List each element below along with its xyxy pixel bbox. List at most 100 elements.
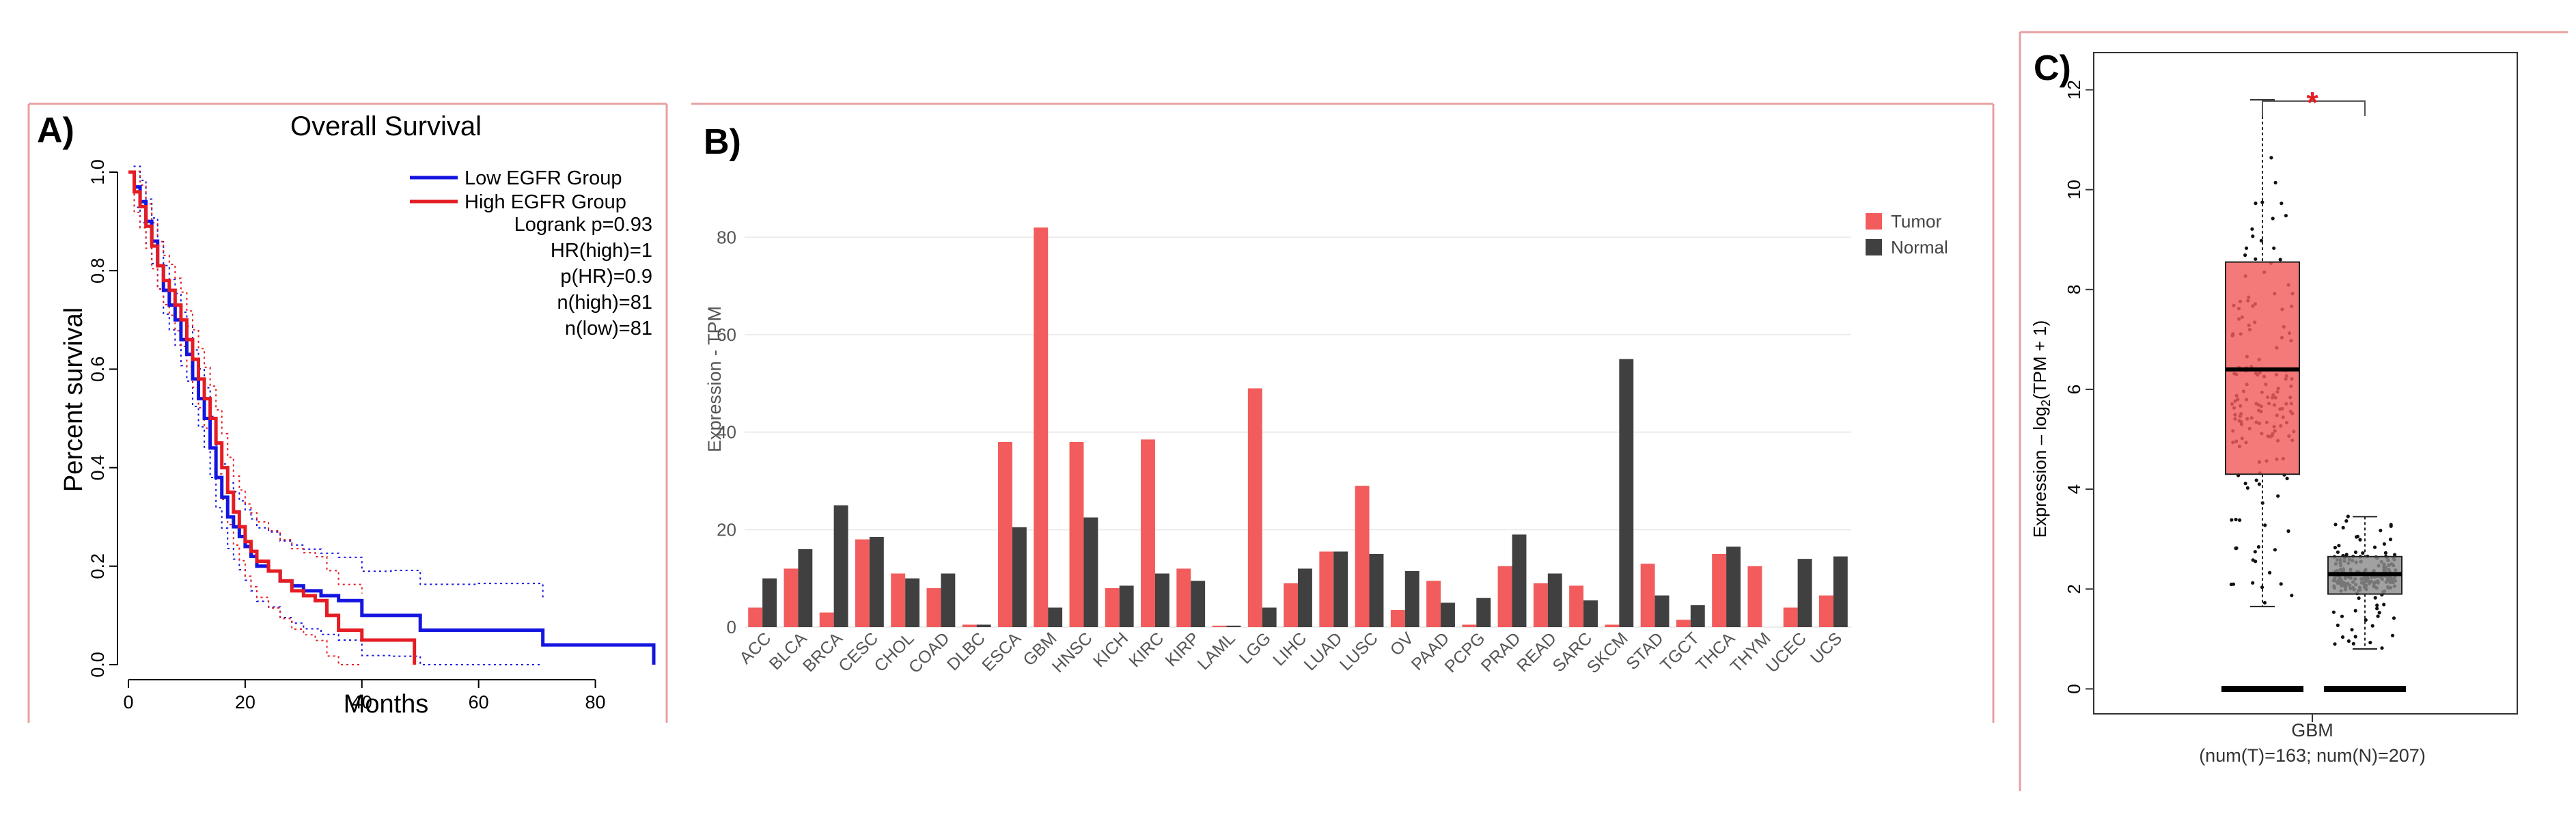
jitter-point xyxy=(2280,202,2284,206)
jitter-point xyxy=(2254,559,2258,564)
jitter-point xyxy=(2390,633,2395,638)
jitter-point xyxy=(2230,518,2234,522)
bar-ov-normal xyxy=(1404,570,1419,627)
bar-kirc-tumor xyxy=(1141,439,1155,627)
survival-x-tick-label: 60 xyxy=(469,692,489,712)
bar-lgg-normal xyxy=(1262,607,1277,627)
jitter-point xyxy=(2254,257,2258,261)
jitter-point xyxy=(2361,551,2365,555)
bar-category-label: HNSC xyxy=(1049,628,1096,676)
jitter-point xyxy=(2245,486,2249,490)
jitter-point xyxy=(2382,603,2386,607)
jitter-point xyxy=(2271,217,2275,221)
survival-y-tick-label: 0.2 xyxy=(87,553,108,579)
bar-chol-tumor xyxy=(891,573,906,627)
jitter-point xyxy=(2392,616,2396,620)
bar-lusc-normal xyxy=(1369,554,1384,627)
jitter-point xyxy=(2353,609,2357,613)
jitter-point xyxy=(2253,550,2257,554)
bar-thca-tumor xyxy=(1712,554,1727,627)
jitter-point xyxy=(2234,517,2238,522)
jitter-point xyxy=(2331,610,2336,614)
jitter-point xyxy=(2340,635,2345,639)
significance-bracket xyxy=(2262,100,2366,116)
bar-pcpg-normal xyxy=(1476,598,1491,627)
bar-ov-tumor xyxy=(1390,610,1405,627)
panel-b-label: B) xyxy=(704,122,741,162)
bar-category-label: LUSC xyxy=(1336,628,1382,674)
legend-normal-swatch xyxy=(1866,239,1882,255)
survival-ci-upper-low xyxy=(128,165,544,598)
jitter-point xyxy=(2244,246,2249,250)
jitter-point xyxy=(2243,253,2247,258)
jitter-point xyxy=(2256,545,2260,549)
bar-category-label: LUAD xyxy=(1301,628,1346,674)
boxplot-y-tick-label: 10 xyxy=(2064,180,2084,199)
jitter-point xyxy=(2259,238,2263,243)
bar-category-label: PCPG xyxy=(1441,628,1489,676)
bar-y-tick-label: 20 xyxy=(717,519,736,540)
boxplot-boxes xyxy=(2221,99,2406,692)
panel-a-survival-chart: A) Overall Survival 0.0 0.2 0.4 0.6 0.8 1.0 0 2… xyxy=(27,102,668,724)
bar-laml-tumor xyxy=(1212,625,1227,627)
jitter-point xyxy=(2234,546,2239,551)
jitter-point xyxy=(2358,538,2362,542)
jitter-point xyxy=(2372,545,2377,549)
jitter-point xyxy=(2336,623,2340,628)
boxplot-ylabel: Expression – log2(TPM + 1) xyxy=(2030,320,2053,538)
jitter-point xyxy=(2379,529,2383,533)
bar-ucs-normal xyxy=(1833,556,1848,627)
bar-pcpg-tumor xyxy=(1462,624,1477,627)
survival-y-tick-label: 0.0 xyxy=(87,652,108,678)
bar-category-label: SKCM xyxy=(1583,628,1632,677)
jitter-point xyxy=(2382,542,2386,546)
jitter-point xyxy=(2346,514,2350,518)
bar-gbm-tumor xyxy=(1034,227,1049,627)
bar-category-label: PRAD xyxy=(1478,628,1525,676)
jitter-point xyxy=(2290,594,2294,598)
bar-stad-normal xyxy=(1654,595,1670,627)
bar-esca-tumor xyxy=(998,441,1012,627)
jitter-point xyxy=(2251,234,2255,238)
boxplot-y-tick-label: 4 xyxy=(2064,484,2084,494)
survival-y-tick-label: 0.8 xyxy=(87,258,108,283)
jitter-point xyxy=(2272,246,2276,250)
bar-ucec-tumor xyxy=(1783,607,1798,627)
boxplot-frame xyxy=(2093,52,2518,715)
boxplot-sample-counts: (num(T)=163; num(N)=207) xyxy=(2199,745,2426,766)
jitter-point xyxy=(2333,642,2337,646)
panel-b-expression-bar-chart: B) 0 20 40 60 80 ACC BLCA BRCA CESC CHOL COAD DLBC E… xyxy=(690,102,1995,724)
legend-tumor-label: Tumor xyxy=(1891,211,1941,232)
bar-stad-tumor xyxy=(1640,564,1655,627)
boxplot-y-tick-label: 6 xyxy=(2064,385,2084,394)
bar-lusc-tumor xyxy=(1355,486,1370,627)
jitter-point xyxy=(2344,519,2349,523)
bar-category-label: DLBC xyxy=(943,628,989,674)
bar-paad-normal xyxy=(1441,603,1455,627)
jitter-point xyxy=(2336,550,2340,554)
bar-kich-tumor xyxy=(1105,587,1120,627)
survival-y-tick-label: 0.6 xyxy=(87,357,108,383)
bar-y-tick-label: 60 xyxy=(717,324,736,345)
jitter-point xyxy=(2375,607,2379,611)
bar-category-label: READ xyxy=(1513,628,1560,676)
jitter-point xyxy=(2269,156,2273,160)
bar-thym-tumor xyxy=(1747,566,1762,627)
bar-category-label: UCS xyxy=(1807,628,1846,667)
jitter-point xyxy=(2383,551,2387,555)
jitter-point xyxy=(2353,635,2357,639)
jitter-point xyxy=(2257,482,2261,486)
jitter-point xyxy=(2337,544,2341,548)
panel-c-gbm-boxplot: C) Expression – log2(TPM + 1) 0 2 4 6 8 10 12 … xyxy=(2019,31,2569,792)
bar-skcm-tumor xyxy=(1605,624,1620,627)
bar-kirc-normal xyxy=(1154,573,1169,627)
bar-kirp-tumor xyxy=(1176,568,1191,627)
bar-category-label: CESC xyxy=(835,628,882,676)
jitter-point xyxy=(2340,614,2344,618)
bar-read-normal xyxy=(1547,573,1562,627)
bar-acc-tumor xyxy=(748,607,763,627)
jitter-point xyxy=(2375,603,2379,607)
jitter-point xyxy=(2351,641,2355,646)
bar-kich-normal xyxy=(1119,585,1134,627)
bar-cesc-tumor xyxy=(855,539,870,627)
